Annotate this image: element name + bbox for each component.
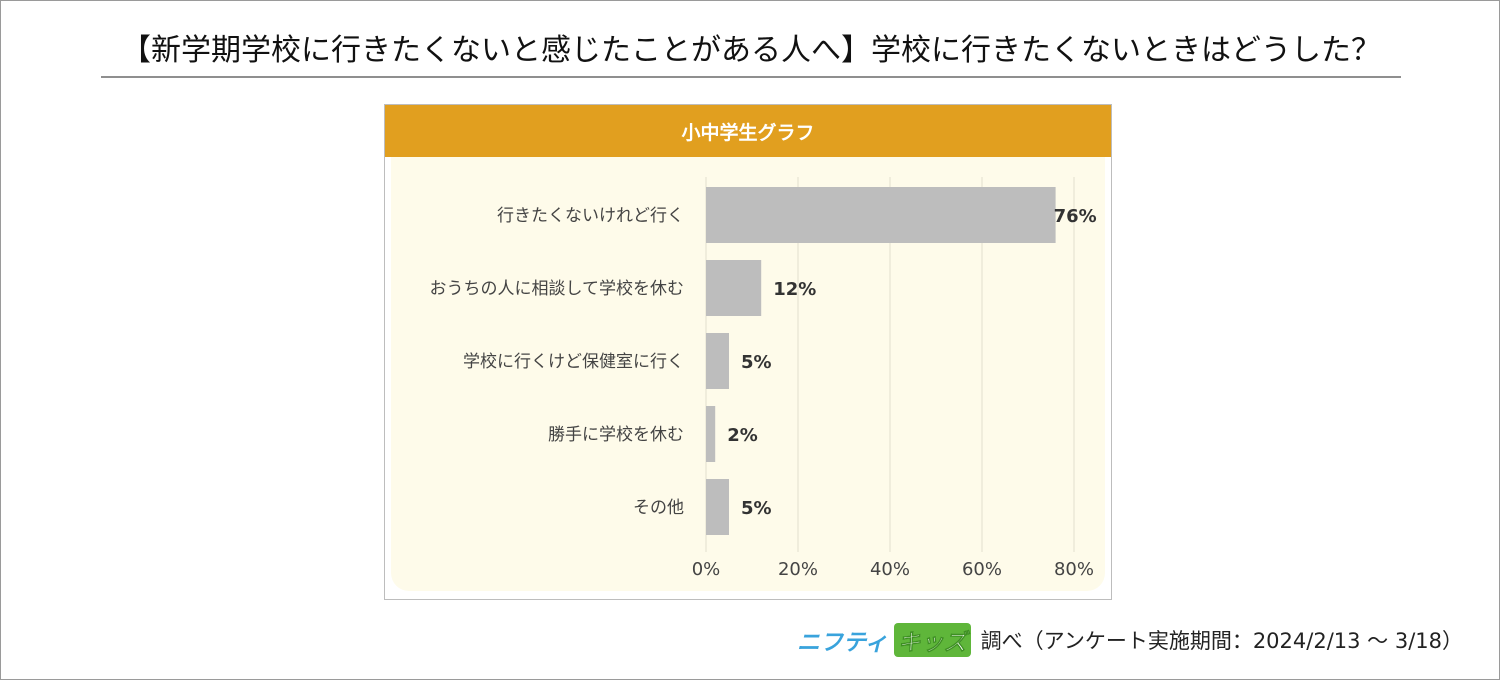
category-label-3: 勝手に学校を休む <box>548 425 684 445</box>
category-label-4: その他 <box>633 498 684 518</box>
footer-source: ニフティ キッズ 調べ（アンケート実施期間：2024/2/13 ～ 3/18） <box>797 623 1463 657</box>
bar-chart: 行きたくないけれど行く 76% おうちの人に相談して学校を休む 12% 学校に行くけど保… <box>430 177 1097 580</box>
value-label-2: 5% <box>741 352 772 373</box>
brand-logo-part1: ニフティ <box>797 630 888 656</box>
bar-0 <box>706 187 1056 243</box>
x-tick-label-4: 80% <box>1054 559 1094 580</box>
plot-area: 行きたくないけれど行く 76% おうちの人に相談して学校を休む 12% 学校に行くけど保… <box>391 157 1105 591</box>
survey-source-note: 調べ（アンケート実施期間：2024/2/13 ～ 3/18） <box>980 629 1463 653</box>
chart-panel: 小中学生グラフ 行きたくないけれど行く 76% おうちの人に相談して学校を休む 12%… <box>384 104 1112 600</box>
brand-logo-part2: キッズ <box>893 623 971 657</box>
value-label-4: 5% <box>741 498 772 519</box>
bar-4 <box>706 479 729 535</box>
x-tick-label-3: 60% <box>962 559 1002 580</box>
chart-title: 小中学生グラフ <box>385 105 1111 157</box>
x-tick-label-0: 0% <box>692 559 721 580</box>
value-label-0: 76% <box>1054 206 1097 227</box>
category-label-2: 学校に行くけど保健室に行く <box>463 352 684 372</box>
value-label-3: 2% <box>727 425 758 446</box>
bar-1 <box>706 260 762 316</box>
x-tick-label-2: 40% <box>870 559 910 580</box>
category-label-1: おうちの人に相談して学校を休む <box>430 279 685 299</box>
page-title: 【新学期学校に行きたくないと感じたことがある人へ】学校に行きたくないときはどうし… <box>121 33 1381 68</box>
title-divider <box>101 76 1401 78</box>
bar-3 <box>706 406 716 462</box>
x-tick-label-1: 20% <box>778 559 818 580</box>
brand-logo: ニフティ キッズ <box>797 623 971 657</box>
value-label-1: 12% <box>773 279 816 300</box>
bar-2 <box>706 333 729 389</box>
category-label-0: 行きたくないけれど行く <box>497 206 684 226</box>
